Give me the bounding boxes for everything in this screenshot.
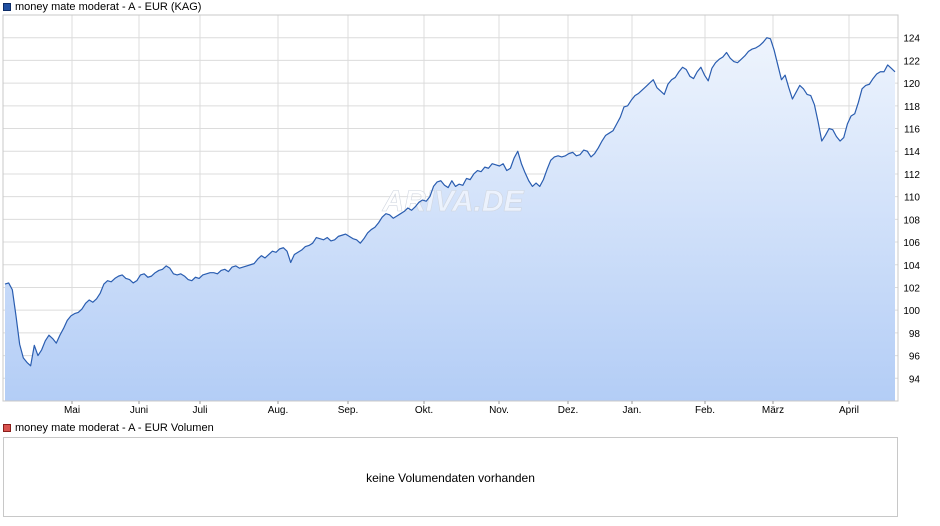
y-tick-label: 94: [909, 374, 921, 385]
y-tick-label: 124: [903, 34, 920, 45]
x-axis: Mai Juni Juli Aug. Sep. Okt. Nov. Dez. Jan. Feb. M…: [64, 401, 859, 416]
x-tick-label: Juli: [192, 405, 207, 416]
y-tick-label: 118: [904, 102, 920, 113]
y-tick-label: 96: [909, 352, 921, 363]
y-tick-label: 114: [904, 147, 920, 158]
volume-legend-label: money mate moderat - A - EUR Volumen: [15, 422, 214, 434]
x-tick-label: Aug.: [268, 405, 289, 416]
y-tick-label: 110: [904, 193, 920, 204]
x-tick-label: Dez.: [558, 405, 579, 416]
y-tick-label: 106: [903, 238, 920, 249]
y-tick-label: 122: [903, 56, 920, 67]
y-tick-label: 120: [903, 79, 920, 90]
x-tick-label: Jan.: [623, 405, 642, 416]
x-tick-label: Mai: [64, 405, 80, 416]
y-tick-label: 104: [903, 261, 920, 272]
y-tick-label: 112: [904, 170, 920, 181]
y-tick-label: 98: [909, 329, 921, 340]
volume-panel: keine Volumendaten vorhanden: [3, 437, 898, 517]
no-volume-message: keine Volumendaten vorhanden: [366, 471, 535, 485]
y-tick-label: 102: [903, 283, 920, 294]
plot-frame: [2, 14, 899, 402]
price-chart: ARIVA.DE 94 96 98 100 102 104 106 108 110 112 114 1…: [2, 14, 920, 416]
volume-legend-swatch: [3, 424, 11, 432]
y-tick-label: 116: [904, 125, 920, 136]
x-tick-label: April: [839, 405, 859, 416]
volume-legend: money mate moderat - A - EUR Volumen: [3, 422, 214, 434]
y-tick-label: 100: [903, 306, 920, 317]
y-axis: 94 96 98 100 102 104 106 108 110 112 114 116 118 120 1…: [903, 34, 920, 386]
x-tick-label: März: [762, 405, 784, 416]
price-legend-label: money mate moderat - A - EUR (KAG): [15, 1, 202, 13]
x-tick-label: Okt.: [415, 405, 433, 416]
watermark: ARIVA.DE: [381, 185, 524, 218]
price-area: [5, 37, 895, 402]
x-tick-label: Nov.: [489, 405, 509, 416]
x-tick-label: Juni: [130, 405, 148, 416]
price-legend: money mate moderat - A - EUR (KAG): [3, 1, 201, 13]
price-legend-swatch: [3, 3, 11, 11]
x-tick-label: Feb.: [695, 405, 715, 416]
y-tick-label: 108: [903, 215, 920, 226]
price-line: [4, 37, 896, 367]
x-tick-label: Sep.: [338, 405, 359, 416]
